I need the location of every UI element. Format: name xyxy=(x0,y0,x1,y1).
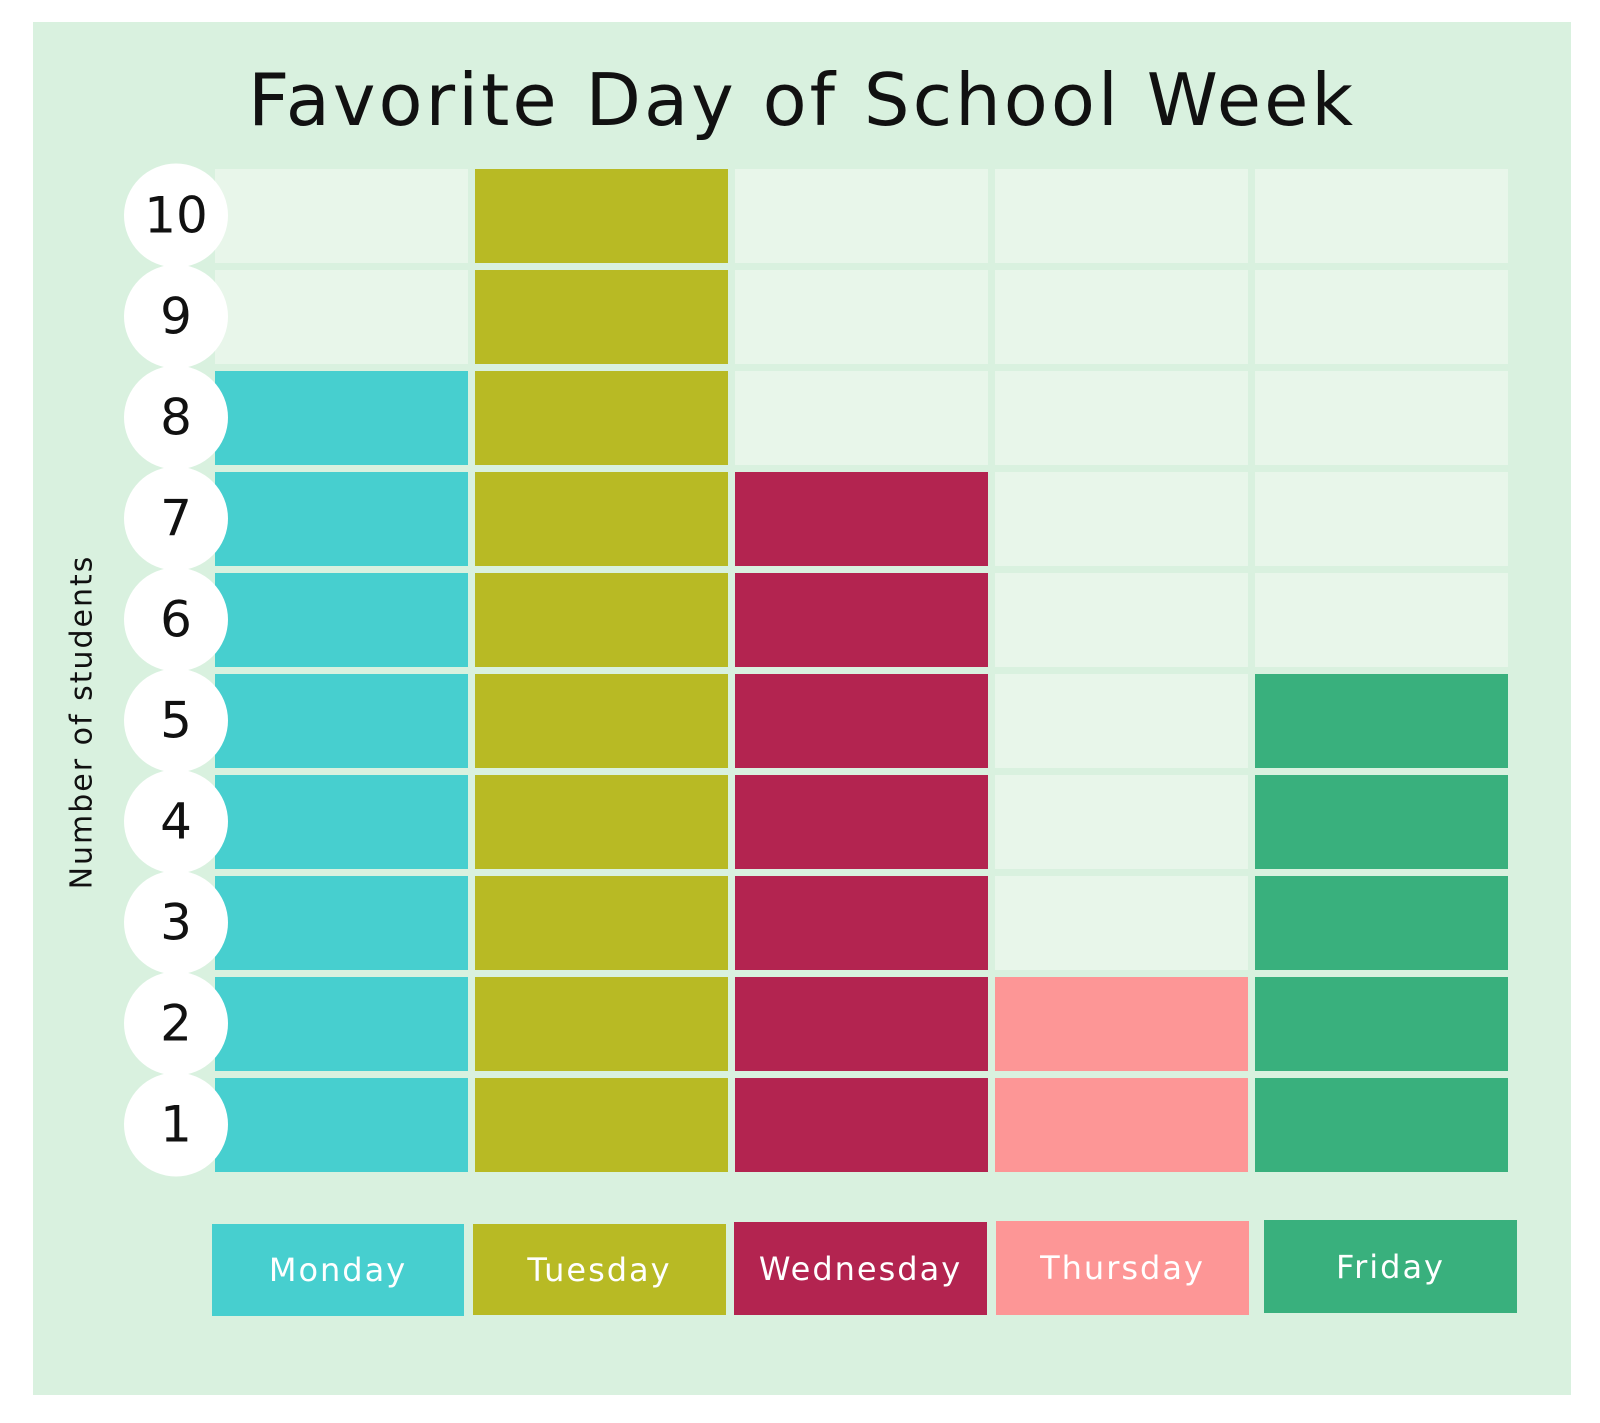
bar-friday-segment-2 xyxy=(1255,977,1508,1071)
bar-tuesday-segment-10 xyxy=(475,169,728,263)
bar-tuesday-segment-7 xyxy=(475,472,728,566)
bar-monday-segment-1 xyxy=(215,1078,468,1172)
bar-friday-segment-5 xyxy=(1255,674,1508,768)
bar-monday-segment-2 xyxy=(215,977,468,1071)
bar-wednesday-segment-7 xyxy=(735,472,988,566)
bar-friday-segment-3 xyxy=(1255,876,1508,970)
bar-tuesday-segment-6 xyxy=(475,573,728,667)
bar-monday-segment-4 xyxy=(215,775,468,869)
bar-tuesday-segment-4 xyxy=(475,775,728,869)
y-tick-label-4: 4 xyxy=(160,793,192,851)
bar-tuesday-segment-5 xyxy=(475,674,728,768)
bar-tuesday-segment-2 xyxy=(475,977,728,1071)
chart-cells xyxy=(215,169,1508,1172)
grid-cell-friday-6 xyxy=(1255,573,1508,667)
legend-label-wednesday: Wednesday xyxy=(758,1249,963,1288)
y-tick-label-1: 1 xyxy=(160,1096,192,1154)
grid-cell-monday-9 xyxy=(215,270,468,364)
y-tick-circle-4 xyxy=(124,769,228,874)
bar-thursday-segment-1 xyxy=(995,1078,1248,1172)
y-tick-label-7: 7 xyxy=(160,490,192,548)
grid-cell-wednesday-8 xyxy=(735,371,988,465)
grid-cell-thursday-4 xyxy=(995,775,1248,869)
grid-cell-thursday-3 xyxy=(995,876,1248,970)
grid-cell-friday-8 xyxy=(1255,371,1508,465)
bar-monday-segment-8 xyxy=(215,371,468,465)
legend-item-monday: Monday xyxy=(212,1224,464,1316)
grid-cell-friday-7 xyxy=(1255,472,1508,566)
y-tick-circle-2 xyxy=(124,971,228,1076)
grid-cell-monday-10 xyxy=(215,169,468,263)
legend-label-thursday: Thursday xyxy=(1040,1249,1205,1287)
legend-label-monday: Monday xyxy=(268,1251,408,1289)
legend-item-friday: Friday xyxy=(1264,1220,1517,1313)
grid-cell-thursday-7 xyxy=(995,472,1248,566)
bar-wednesday-segment-4 xyxy=(735,775,988,869)
chart-title: Favorite Day of School Week xyxy=(247,58,1357,142)
bar-friday-segment-1 xyxy=(1255,1078,1508,1172)
y-tick-circle-1 xyxy=(124,1072,228,1177)
bar-wednesday-segment-1 xyxy=(735,1078,988,1172)
y-tick-circle-8 xyxy=(124,365,228,470)
y-tick-circle-10 xyxy=(124,163,228,268)
grid-cell-friday-9 xyxy=(1255,270,1508,364)
y-tick-circle-9 xyxy=(124,264,228,369)
legend-item-tuesday: Tuesday xyxy=(473,1224,726,1315)
bar-wednesday-segment-6 xyxy=(735,573,988,667)
y-tick-label-6: 6 xyxy=(160,591,192,649)
bar-monday-segment-3 xyxy=(215,876,468,970)
grid-cell-wednesday-9 xyxy=(735,270,988,364)
y-tick-label-8: 8 xyxy=(160,389,192,447)
bar-tuesday-segment-1 xyxy=(475,1078,728,1172)
legend-label-tuesday: Tuesday xyxy=(527,1250,672,1289)
y-tick-label-5: 5 xyxy=(160,692,192,750)
grid-cell-thursday-8 xyxy=(995,371,1248,465)
bar-tuesday-segment-9 xyxy=(475,270,728,364)
grid-cell-thursday-6 xyxy=(995,573,1248,667)
y-tick-circle-5 xyxy=(124,668,228,773)
grid-cell-thursday-5 xyxy=(995,674,1248,768)
bar-monday-segment-6 xyxy=(215,573,468,667)
legend-item-thursday: Thursday xyxy=(996,1221,1249,1315)
legend-item-wednesday: Wednesday xyxy=(734,1222,987,1315)
bar-wednesday-segment-5 xyxy=(735,674,988,768)
grid-cell-thursday-10 xyxy=(995,169,1248,263)
bar-monday-segment-7 xyxy=(215,472,468,566)
y-tick-circle-3 xyxy=(124,870,228,975)
y-tick-label-2: 2 xyxy=(160,995,192,1053)
bar-tuesday-segment-8 xyxy=(475,371,728,465)
y-tick-label-10: 10 xyxy=(144,187,208,245)
grid-cell-friday-10 xyxy=(1255,169,1508,263)
bar-wednesday-segment-3 xyxy=(735,876,988,970)
bar-monday-segment-5 xyxy=(215,674,468,768)
grid-cell-thursday-9 xyxy=(995,270,1248,364)
bar-thursday-segment-2 xyxy=(995,977,1248,1071)
y-tick-circle-7 xyxy=(124,466,228,571)
y-tick-label-3: 3 xyxy=(160,894,192,952)
bar-friday-segment-4 xyxy=(1255,775,1508,869)
y-tick-label-9: 9 xyxy=(160,288,192,346)
bar-tuesday-segment-3 xyxy=(475,876,728,970)
y-axis-ticks: 1 2 3 4 5 6 7 8 9 10 xyxy=(124,163,228,1177)
grid-cell-wednesday-10 xyxy=(735,169,988,263)
y-tick-circle-6 xyxy=(124,567,228,672)
bar-wednesday-segment-2 xyxy=(735,977,988,1071)
legend-label-friday: Friday xyxy=(1336,1247,1445,1286)
